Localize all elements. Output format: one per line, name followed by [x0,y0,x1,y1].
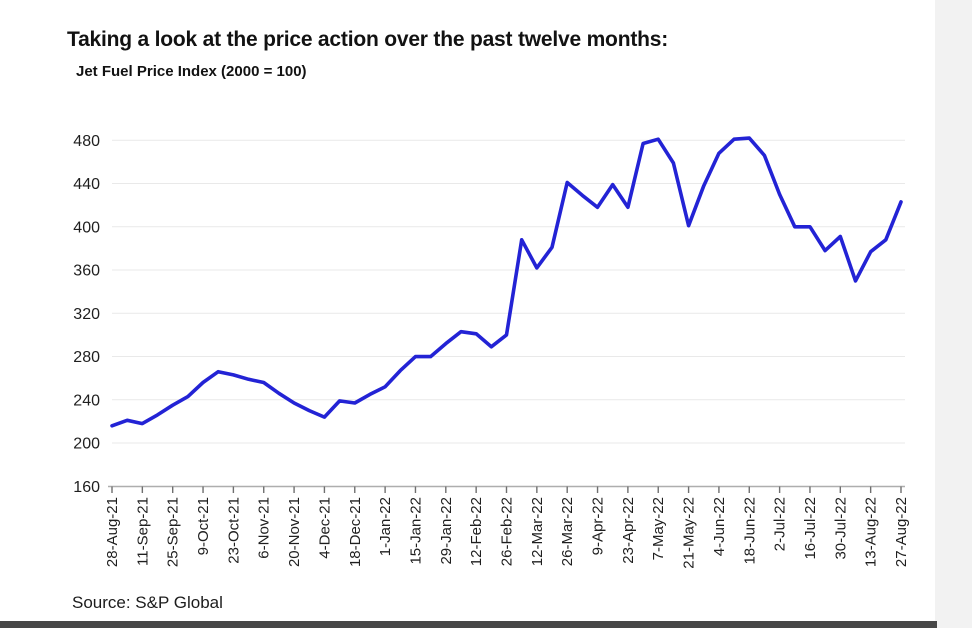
chart-subtitle: Jet Fuel Price Index (2000 = 100) [76,63,307,80]
x-axis-tick-label: 23-Oct-21 [225,497,242,564]
page-title: Taking a look at the price action over t… [67,28,669,51]
x-axis-tick-label: 28-Aug-21 [104,497,121,567]
y-axis-tick-label: 360 [73,263,100,280]
y-axis-tick-label: 200 [73,436,100,453]
price-index-series-line [110,136,903,428]
bottom-window-edge [0,621,937,628]
x-axis-tick-label: 12-Mar-22 [529,497,546,566]
x-axis-tick-label: 18-Dec-21 [347,497,364,567]
x-axis-tick-label: 2-Jul-22 [772,497,789,551]
x-axis-tick-label: 9-Oct-21 [195,497,212,555]
x-axis-tick-label: 12-Feb-22 [468,497,485,566]
x-axis-tick-label: 21-May-22 [681,497,698,569]
right-gutter [935,0,972,628]
x-axis-tick-label: 9-Apr-22 [590,497,607,555]
x-axis-tick-label: 16-Jul-22 [802,497,819,560]
x-axis-tick-label: 26-Feb-22 [499,497,516,566]
x-axis-tick-label: 25-Sep-21 [165,497,182,567]
x-axis-tick-label: 6-Nov-21 [256,497,273,559]
x-axis-tick-label: 26-Mar-22 [559,497,576,566]
x-axis-tick-label: 15-Jan-22 [407,497,424,565]
x-axis-tick-label: 20-Nov-21 [286,497,303,567]
y-axis-tick-label: 440 [73,176,100,193]
y-axis-tick-label: 160 [73,479,100,496]
source-caption: Source: S&P Global [72,593,223,612]
x-axis-tick-label: 11-Sep-21 [134,497,151,566]
x-axis-tick-label: 1-Jan-22 [377,497,394,556]
x-axis-tick-label: 4-Dec-21 [316,497,333,559]
x-axis-tick-label: 18-Jun-22 [741,497,758,565]
y-axis-tick-label: 400 [73,219,100,236]
x-axis-tick-label: 13-Aug-22 [863,497,880,567]
y-axis-tick-label: 280 [73,349,100,366]
y-axis-tick-label: 480 [73,133,100,150]
x-axis-tick-label: 29-Jan-22 [438,497,455,565]
x-axis-tick-label: 27-Aug-22 [893,497,910,567]
x-axis-tick-label: 7-May-22 [650,497,667,560]
x-axis-tick-label: 23-Apr-22 [620,497,637,564]
y-axis-tick-label: 320 [73,306,100,323]
x-axis-tick-label: 30-Jul-22 [832,497,849,560]
x-axis-tick-label: 4-Jun-22 [711,497,728,556]
y-axis-tick-label: 240 [73,392,100,409]
